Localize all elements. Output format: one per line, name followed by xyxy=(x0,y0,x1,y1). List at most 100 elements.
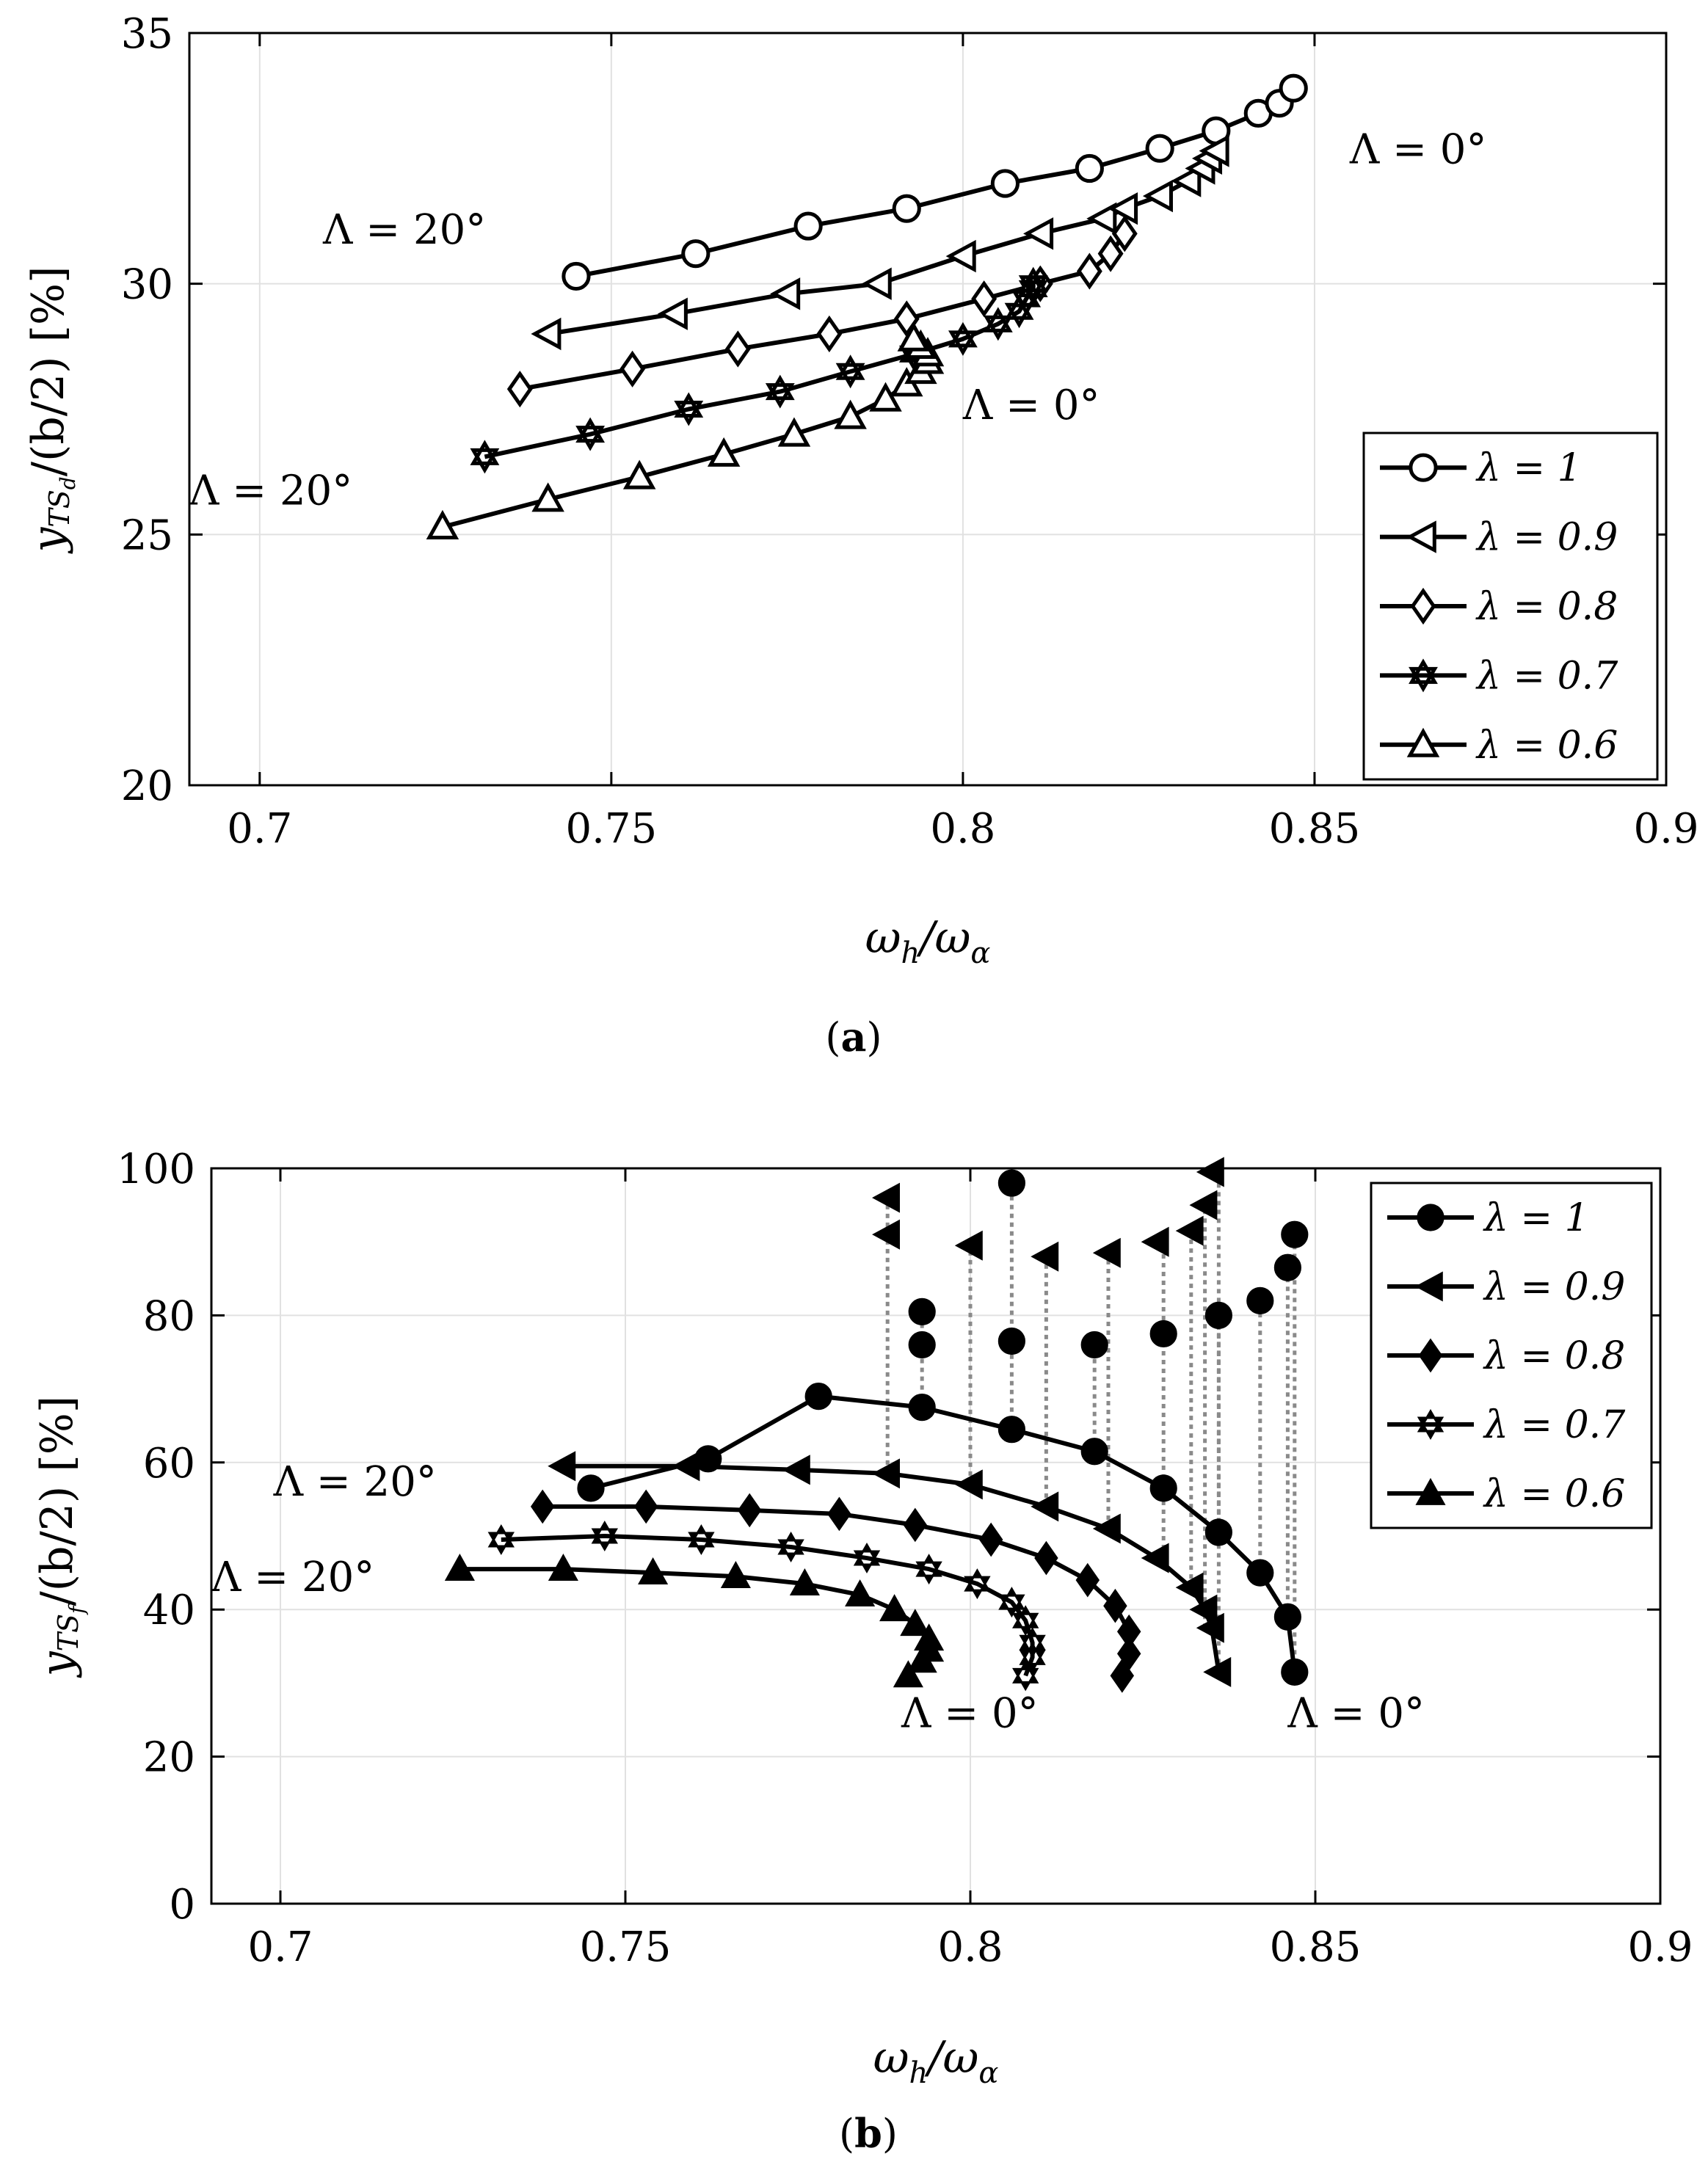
b-point-0-8-2 xyxy=(737,1493,762,1528)
a-point-0-9-2 xyxy=(770,277,801,310)
b-detached-point-1-9 xyxy=(1281,1220,1309,1248)
b-detached-point-0-9-16 xyxy=(1175,1215,1204,1246)
a-series-0-8 xyxy=(506,215,1138,408)
a-point-0-9-3 xyxy=(861,267,892,300)
b-ytick-label-100: 100 xyxy=(117,1146,195,1193)
a-legend-marker-0-7 xyxy=(1409,658,1438,693)
b-point-0-7-4 xyxy=(853,1543,881,1574)
a-legend-label-0-9: λ = 0.9 xyxy=(1475,516,1618,560)
b-ytick-label-20: 20 xyxy=(143,1734,195,1782)
b-detached-point-1-7 xyxy=(1246,1286,1274,1314)
b-xtick-label-0-85: 0.85 xyxy=(1270,1923,1362,1971)
b-point-0-8-3 xyxy=(827,1496,851,1532)
b-xtick-label-0-75: 0.75 xyxy=(580,1923,672,1971)
b-plot-frame xyxy=(210,1167,1662,1905)
a-point-0-8-3 xyxy=(816,315,843,353)
b-detached-point-0-9-18 xyxy=(1196,1157,1224,1187)
b-point-0-7-1 xyxy=(591,1520,618,1552)
b-point-0-8-6 xyxy=(1034,1540,1058,1576)
a-legend-label-0-7: λ = 0.7 xyxy=(1475,654,1618,698)
b-point-1-5 xyxy=(1080,1438,1108,1466)
a-point-0-7-11 xyxy=(1018,266,1048,301)
a-point-0-6-12 xyxy=(897,321,931,352)
a-point-0-8-7 xyxy=(1076,252,1102,290)
b-point-0-6-4 xyxy=(789,1568,820,1596)
b-line-0-7 xyxy=(501,1534,1035,1677)
b-legend-marker-1 xyxy=(1417,1204,1444,1231)
b-ticks: 0.7 0.75 0.8 0.85 0.9 0 20 40 60 80 100 xyxy=(117,1146,1693,1971)
b-ytick-label-40: 40 xyxy=(143,1587,195,1634)
b-annotation-0: Λ = 20° xyxy=(273,1458,437,1506)
b-point-0-9-2 xyxy=(782,1455,810,1485)
b-detached-point-0-9-13 xyxy=(1031,1241,1059,1272)
b-point-0-8-8 xyxy=(1103,1588,1127,1623)
b-series-0-7 xyxy=(487,1520,1046,1692)
a-annotation-1: Λ = 0° xyxy=(1349,126,1487,174)
a-point-0-6-6 xyxy=(869,382,902,412)
a-point-0-9-5 xyxy=(1023,217,1054,250)
a-annotation-2: Λ = 0° xyxy=(962,382,1100,429)
b-point-0-7-0 xyxy=(487,1524,515,1556)
b-legend-box xyxy=(1370,1182,1653,1529)
b-legend-label-0-6: λ = 0.6 xyxy=(1483,1472,1625,1516)
b-point-0-6-3 xyxy=(720,1561,751,1589)
b-point-0-9-7 xyxy=(1141,1543,1169,1573)
a-annotations: Λ = 20° Λ = 0° Λ = 0° Λ = 20° xyxy=(189,126,1486,515)
b-point-0-8-7 xyxy=(1075,1562,1100,1598)
a-legend: λ = 1 λ = 0.9 λ = 0.8 λ = 0.7 λ = 0.6 xyxy=(1362,432,1659,781)
a-point-0-9-7 xyxy=(1108,192,1138,225)
a-point-1-2 xyxy=(793,211,823,241)
b-point-0-6-10 xyxy=(906,1645,937,1673)
b-point-0-7-6 xyxy=(964,1568,991,1600)
a-xtick-label-0-85: 0.85 xyxy=(1269,805,1361,853)
a-point-0-6-3 xyxy=(707,437,741,467)
a-series-layer xyxy=(426,73,1308,539)
b-point-0-6-7 xyxy=(900,1609,931,1637)
a-ytick-label-35: 35 xyxy=(121,10,173,58)
a-plot-frame xyxy=(188,32,1668,787)
b-detached-point-1-6 xyxy=(1204,1301,1233,1330)
a-point-0-7-4 xyxy=(835,354,865,389)
b-point-0-8-5 xyxy=(978,1522,1003,1557)
b-legend-marker-0-6 xyxy=(1415,1477,1446,1505)
a-y-axis-label: yTSd/(b/2) [%] xyxy=(23,266,80,555)
b-point-0-9-6 xyxy=(1092,1513,1121,1544)
a-point-0-8-0 xyxy=(506,371,533,408)
a-point-1-5 xyxy=(1075,153,1104,183)
b-point-0-8-4 xyxy=(903,1507,928,1543)
a-point-0-8-8 xyxy=(1097,235,1124,272)
a-series-0-6 xyxy=(426,321,945,539)
b-series-1 xyxy=(577,1383,1309,1686)
b-legend-marker-0-9 xyxy=(1414,1271,1443,1302)
b-point-0-6-2 xyxy=(638,1557,669,1584)
b-legend-label-0-7: λ = 0.7 xyxy=(1483,1403,1626,1447)
b-point-0-8-0 xyxy=(530,1489,555,1524)
b-series-0-9 xyxy=(548,1451,1232,1687)
a-series-0-9 xyxy=(531,134,1229,351)
b-point-0-8-1 xyxy=(633,1489,658,1524)
b-point-1-6 xyxy=(1149,1474,1177,1502)
b-point-1-8 xyxy=(1246,1559,1274,1587)
a-point-1-0 xyxy=(562,261,591,291)
b-point-0-9-0 xyxy=(548,1451,576,1482)
a-point-0-9-4 xyxy=(945,239,976,273)
b-point-1-10 xyxy=(1281,1658,1309,1686)
b-point-0-9-11 xyxy=(1203,1656,1232,1687)
a-legend-marker-0-9 xyxy=(1406,520,1436,553)
b-legend-label-1: λ = 1 xyxy=(1483,1196,1589,1240)
b-point-0-9-4 xyxy=(954,1469,983,1500)
b-point-1-2 xyxy=(804,1383,832,1411)
a-xtick-label-0-7: 0.7 xyxy=(227,805,292,853)
a-point-0-9-8 xyxy=(1142,179,1173,213)
a-point-0-8-1 xyxy=(619,350,646,387)
b-point-0-7-8 xyxy=(1012,1605,1039,1637)
a-ticks: 0.7 0.75 0.8 0.85 0.9 20 25 30 35 xyxy=(121,10,1699,853)
b-detached-point-1-5 xyxy=(1149,1320,1177,1348)
a-point-1-10 xyxy=(1279,73,1308,103)
a-point-0-6-1 xyxy=(531,482,564,512)
b-series-0-6 xyxy=(444,1554,945,1688)
a-legend-label-0-6: λ = 0.6 xyxy=(1475,724,1618,768)
b-legend-marker-0-8 xyxy=(1418,1338,1443,1373)
b-detached-point-0-9-14 xyxy=(1092,1237,1121,1268)
